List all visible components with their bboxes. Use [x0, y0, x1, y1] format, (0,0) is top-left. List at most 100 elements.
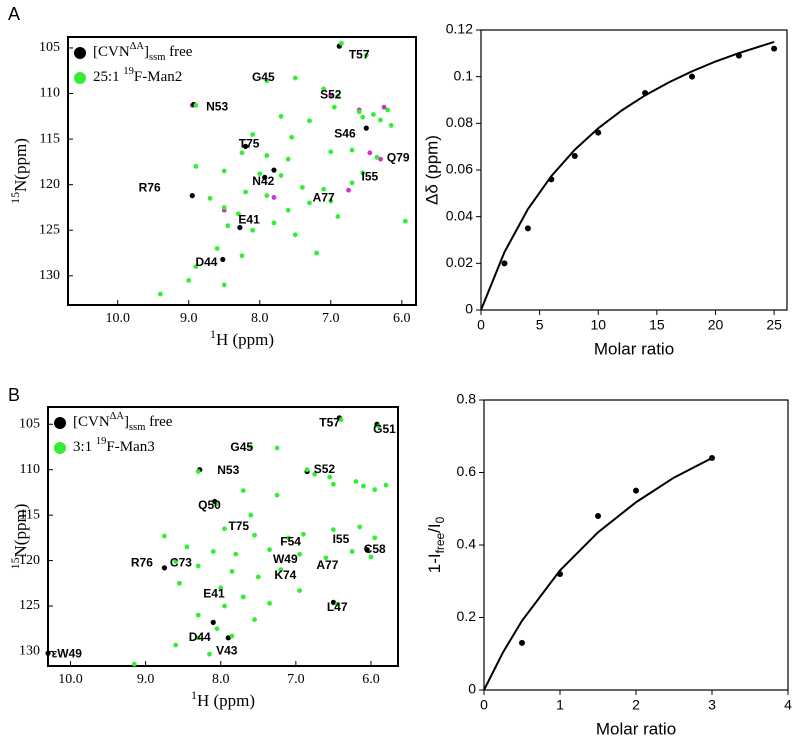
peak: [264, 78, 270, 84]
peak: [378, 156, 383, 162]
peak: [193, 164, 199, 169]
peak: [274, 492, 280, 498]
peak: [381, 104, 387, 110]
peak: [285, 535, 291, 541]
residue-label: Q79: [387, 150, 410, 164]
residue-label: S52: [314, 462, 336, 476]
legend-label: 3:1 19F-Man3: [73, 436, 155, 455]
x-axis-label: Molar ratio: [594, 339, 674, 358]
peak: [360, 114, 366, 120]
y-axis-label-part: 15: [8, 557, 22, 569]
y-tick-label: 115: [40, 131, 60, 146]
peak: [264, 153, 270, 158]
peak: [278, 113, 284, 119]
peak: [363, 52, 369, 58]
residue-label: E41: [203, 586, 225, 600]
peak: [338, 417, 344, 423]
legend-label: [CVNΔA]ssm free: [93, 41, 193, 63]
peak: [360, 170, 366, 176]
y-axis-label: Δδ (ppm): [422, 135, 441, 205]
peak: [210, 619, 216, 625]
y-tick-label: 0.2: [457, 608, 477, 624]
peak: [229, 633, 235, 639]
residue-label: D44: [189, 630, 211, 644]
peak: [361, 483, 366, 489]
peak: [388, 123, 394, 128]
peak: [207, 195, 213, 201]
legend-label: [CVNΔA]ssm free: [73, 411, 173, 433]
peak: [45, 650, 51, 656]
y-axis-label-part: N(ppm): [11, 138, 30, 192]
y-tick-label: 105: [39, 40, 60, 55]
peak: [328, 198, 334, 204]
x-axis-label-part: H (ppm): [197, 691, 255, 710]
peak: [267, 600, 272, 606]
peak: [221, 282, 227, 288]
peak: [353, 479, 359, 484]
peak: [214, 500, 220, 506]
x-tick-label: 8.0: [212, 672, 230, 687]
peak: [220, 256, 226, 263]
peak: [195, 469, 201, 474]
peak: [271, 167, 277, 173]
x-tick-label: 10.0: [58, 672, 83, 687]
residue-label: C58: [364, 542, 386, 556]
legend-label-part: 19: [123, 66, 134, 77]
legend-label-part: 19: [96, 436, 107, 447]
peak: [299, 185, 305, 190]
peak: [195, 563, 201, 569]
peak: [186, 277, 192, 283]
peak: [214, 626, 220, 632]
peak: [157, 291, 163, 297]
y-tick-label: 110: [40, 86, 60, 101]
peak: [271, 195, 277, 200]
residue-label: A77: [316, 558, 338, 572]
x-tick-label: 5: [536, 317, 544, 333]
peak: [189, 193, 195, 199]
x-tick-label: 6.0: [393, 311, 411, 326]
legend-swatch: [74, 47, 86, 59]
peak: [368, 554, 374, 560]
y-tick-label: 0.02: [446, 254, 473, 270]
y-tick-label: 0.6: [457, 463, 477, 479]
x-axis-label-part: 1: [191, 688, 197, 702]
peak: [357, 524, 363, 530]
legend-label-part: free: [145, 414, 172, 430]
x-tick-label: 9.0: [180, 311, 198, 326]
residue-label: G45: [252, 70, 275, 84]
legend-label-part: free: [165, 44, 192, 60]
y-tick-label: 0.12: [446, 21, 473, 37]
residue-label: G45: [230, 440, 253, 454]
x-tick-label: 9.0: [137, 672, 155, 687]
data-point: [519, 639, 525, 646]
peak: [307, 200, 312, 206]
x-tick-label: 0: [480, 697, 488, 713]
x-tick-label: 3: [708, 697, 716, 713]
y-tick-label: 130: [39, 268, 60, 283]
peak: [330, 599, 337, 605]
residue-label: G51: [373, 422, 396, 436]
peak: [285, 156, 291, 162]
y-axis-label-part: 1-I: [425, 553, 444, 573]
residue-label: L47: [327, 600, 348, 614]
peak: [328, 149, 334, 155]
x-tick-label: 10.0: [105, 311, 130, 326]
y-tick-label: 130: [19, 644, 40, 659]
residue-label: S52: [320, 88, 342, 102]
legend-swatch: [54, 417, 66, 429]
peak: [236, 211, 241, 217]
fit-curve: [483, 457, 713, 691]
residue-label: S46: [334, 127, 356, 141]
x-tick-label: 25: [766, 317, 782, 333]
peak: [335, 93, 341, 99]
peak: [255, 574, 261, 580]
peak: [250, 227, 256, 233]
residue-label: I55: [361, 170, 378, 184]
residue-label: I55: [333, 532, 350, 546]
x-tick-label: 0: [477, 317, 485, 333]
peak: [374, 154, 380, 160]
peak: [210, 549, 216, 554]
x-tick-label: 8.0: [251, 311, 269, 326]
peak: [356, 109, 362, 115]
peak: [339, 40, 344, 46]
